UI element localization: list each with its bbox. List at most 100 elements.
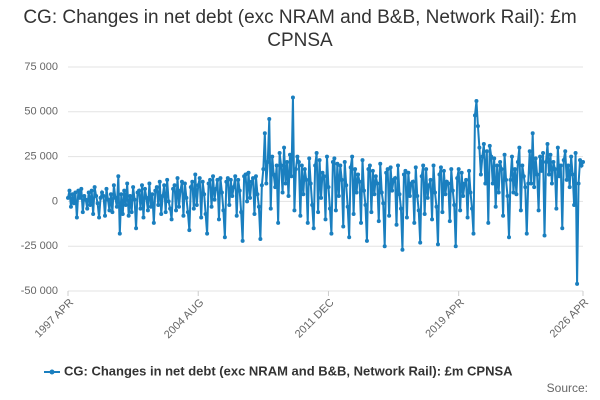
- point: [384, 170, 389, 175]
- point: [287, 152, 292, 157]
- point: [549, 181, 554, 186]
- point: [393, 176, 398, 181]
- point: [117, 231, 122, 236]
- point: [357, 179, 362, 184]
- point: [428, 177, 433, 182]
- point: [313, 163, 318, 168]
- point: [91, 211, 96, 216]
- point: [366, 167, 371, 172]
- point: [290, 95, 295, 100]
- point: [163, 210, 168, 215]
- point: [412, 220, 417, 225]
- point: [502, 152, 507, 157]
- point: [215, 177, 220, 182]
- point: [541, 151, 546, 156]
- point: [131, 185, 136, 190]
- point: [511, 190, 516, 195]
- point: [327, 206, 332, 211]
- point: [381, 201, 386, 206]
- point: [538, 154, 543, 159]
- point: [524, 231, 529, 236]
- point: [236, 177, 241, 182]
- point: [108, 192, 113, 197]
- point: [159, 211, 164, 216]
- point: [97, 215, 102, 220]
- point: [495, 163, 500, 168]
- point: [193, 172, 198, 177]
- point: [211, 174, 216, 179]
- point: [385, 167, 390, 172]
- point: [512, 167, 517, 172]
- point: [110, 210, 115, 215]
- point: [388, 165, 393, 170]
- point: [546, 172, 551, 177]
- point: [311, 226, 316, 231]
- point: [450, 188, 455, 193]
- point: [79, 186, 84, 191]
- point: [196, 183, 201, 188]
- point: [404, 215, 409, 220]
- point: [137, 188, 142, 193]
- point: [138, 206, 143, 211]
- point: [523, 185, 528, 190]
- point: [376, 219, 381, 224]
- point: [410, 179, 415, 184]
- point: [509, 154, 514, 159]
- point: [435, 242, 440, 247]
- point: [299, 163, 304, 168]
- point: [517, 145, 522, 150]
- point: [230, 194, 235, 199]
- point: [344, 183, 349, 188]
- point: [372, 192, 377, 197]
- point: [276, 220, 281, 225]
- point: [104, 186, 109, 191]
- point: [474, 99, 479, 104]
- point: [116, 174, 121, 179]
- point: [515, 159, 520, 164]
- point: [181, 213, 186, 218]
- point: [535, 172, 540, 177]
- point: [212, 197, 217, 202]
- point: [298, 213, 303, 218]
- point: [292, 208, 297, 213]
- point: [329, 231, 334, 236]
- point: [255, 192, 260, 197]
- point: [222, 235, 227, 240]
- point: [165, 177, 170, 182]
- point: [390, 188, 395, 193]
- point: [80, 210, 85, 215]
- point: [447, 219, 452, 224]
- point: [305, 220, 310, 225]
- point: [277, 151, 282, 156]
- point: [468, 190, 473, 195]
- point: [122, 188, 127, 193]
- point: [248, 195, 253, 200]
- point: [532, 185, 537, 190]
- point: [465, 215, 470, 220]
- point: [270, 154, 275, 159]
- point: [253, 174, 258, 179]
- point: [570, 172, 575, 177]
- point: [89, 188, 94, 193]
- point: [197, 176, 202, 181]
- y-tick-label: 75 000: [24, 61, 58, 73]
- point: [66, 195, 70, 200]
- point: [322, 174, 327, 179]
- point: [496, 190, 501, 195]
- point: [324, 154, 329, 159]
- point: [335, 161, 340, 166]
- point: [542, 233, 547, 238]
- point: [375, 181, 380, 186]
- point: [92, 185, 97, 190]
- point: [478, 172, 483, 177]
- point: [354, 190, 359, 195]
- point: [507, 235, 512, 240]
- point: [174, 208, 179, 213]
- point: [452, 202, 457, 207]
- point: [406, 170, 411, 175]
- point: [427, 183, 432, 188]
- point: [370, 168, 375, 173]
- point: [179, 179, 184, 184]
- point: [575, 281, 580, 286]
- point: [317, 158, 322, 163]
